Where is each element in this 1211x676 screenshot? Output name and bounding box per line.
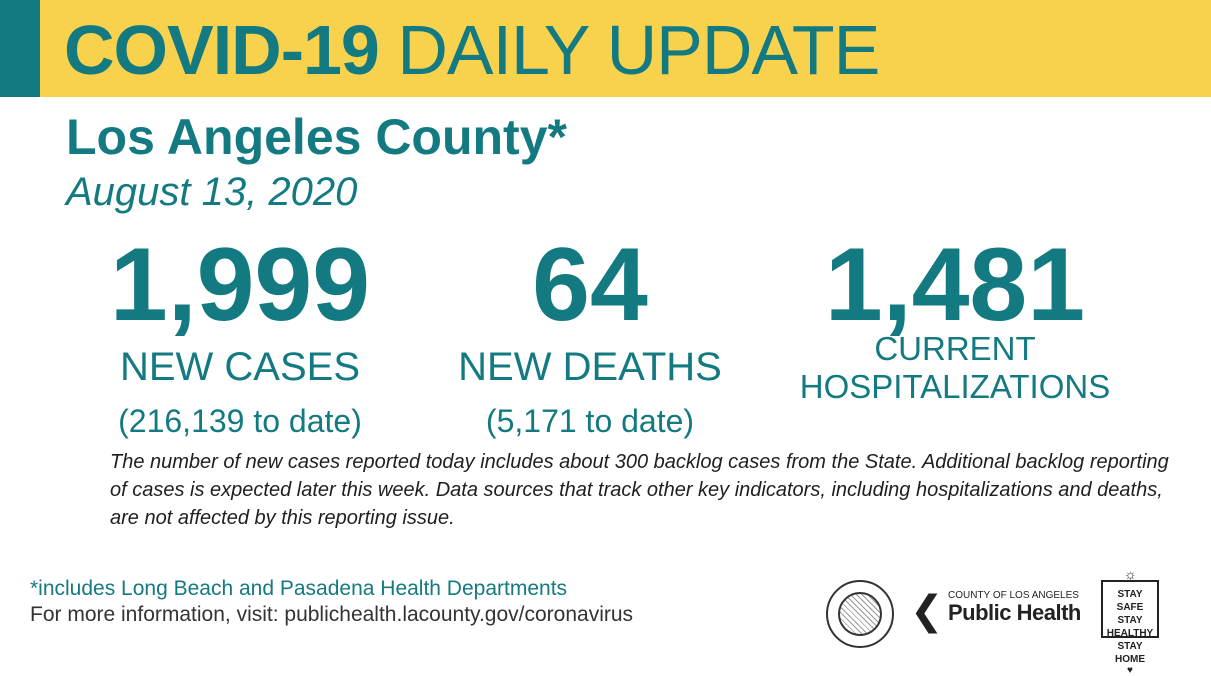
more-info-text: For more information, visit: publichealt…: [30, 603, 634, 626]
hospitalizations-label: CURRENT HOSPITALIZATIONS: [795, 330, 1115, 406]
profile-icon: ❮: [910, 589, 944, 633]
heart-icon: ♥: [1127, 665, 1133, 676]
backlog-note: The number of new cases reported today i…: [110, 451, 1169, 529]
page-title: COVID-19 DAILY UPDATE: [64, 10, 880, 90]
footnote: *includes Long Beach and Pasadena Health…: [30, 577, 568, 600]
region-heading: Los Angeles County*: [66, 109, 567, 165]
title-bold: COVID-19: [64, 11, 380, 89]
public-health-logo-big: Public Health: [948, 600, 1081, 625]
hospitalizations-number: 1,481: [824, 227, 1086, 343]
report-date: August 13, 2020: [66, 170, 358, 214]
header-accent-bar: [0, 0, 40, 97]
new-deaths-label: NEW DEATHS: [458, 345, 722, 389]
stay-safe-line3: STAY HOME: [1115, 641, 1145, 665]
sun-icon: ☼: [1124, 566, 1137, 582]
house-icon: STAY SAFE STAY HEALTHY STAY HOME ♥: [1101, 580, 1159, 676]
stay-safe-logo: ☼ STAY SAFE STAY HEALTHY STAY HOME ♥: [1097, 566, 1167, 676]
seal-inner: [838, 592, 882, 636]
public-health-logo-small: COUNTY OF LOS ANGELES: [948, 590, 1079, 601]
new-cases-label: NEW CASES: [119, 345, 361, 389]
hospitalizations-label-line2: HOSPITALIZATIONS: [799, 368, 1111, 405]
stat-new-deaths: 64 NEW DEATHS (5,171 to date): [440, 230, 740, 441]
stay-safe-line2: STAY HEALTHY: [1106, 615, 1154, 639]
stat-new-cases: 1,999 NEW CASES (216,139 to date): [95, 230, 385, 441]
new-deaths-number: 64: [532, 227, 648, 343]
new-cases-number: 1,999: [109, 227, 371, 343]
public-health-logo: ❮ COUNTY OF LOS ANGELES Public Health: [910, 582, 1090, 642]
county-seal-icon: [826, 580, 894, 648]
cases-to-date: (216,139 to date): [118, 403, 362, 439]
deaths-to-date: (5,171 to date): [485, 403, 695, 439]
title-rest: DAILY UPDATE: [397, 11, 880, 89]
stay-safe-line1: STAY SAFE: [1116, 589, 1144, 613]
hospitalizations-label-line1: CURRENT: [874, 330, 1036, 367]
stat-hospitalizations: 1,481 CURRENT HOSPITALIZATIONS: [795, 230, 1115, 406]
header-banner: [0, 0, 1211, 97]
